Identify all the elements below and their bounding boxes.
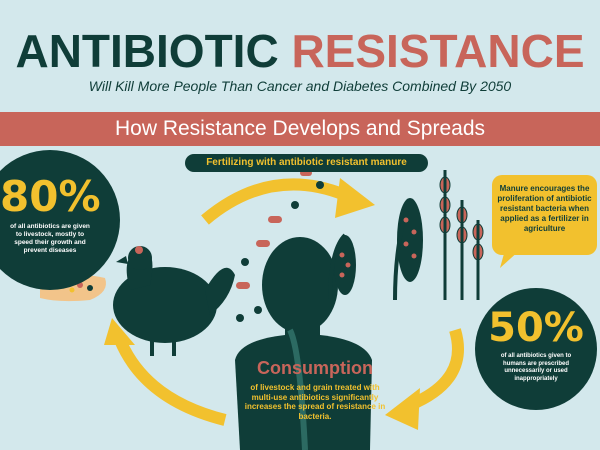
consumption-text: of livestock and grain treated with mult… bbox=[244, 383, 386, 421]
arrow-left bbox=[114, 337, 227, 426]
cycle-arrows bbox=[114, 178, 464, 426]
arrow-head-left bbox=[104, 318, 135, 345]
arrow-top bbox=[201, 178, 348, 225]
page-title: ANTIBIOTIC RESISTANCE bbox=[0, 24, 600, 78]
chicken-icon bbox=[113, 246, 235, 356]
stat-livestock-circle: 80% of all antibiotics are given to live… bbox=[0, 150, 120, 290]
fertilizing-label: Fertilizing with antibiotic resistant ma… bbox=[185, 154, 428, 172]
corn-crops-icon bbox=[328, 170, 484, 301]
title-resistance: RESISTANCE bbox=[291, 25, 585, 77]
arrow-head-top bbox=[335, 178, 375, 218]
stat-humans-text: of all antibiotics given to humans are p… bbox=[500, 353, 572, 382]
arrow-right bbox=[407, 328, 464, 411]
arrow-head-right bbox=[385, 388, 420, 430]
chicken-comb bbox=[135, 246, 143, 254]
stat-livestock-text: of all antibiotics are given to livestoc… bbox=[10, 223, 90, 254]
stat-humans-circle: 50% of all antibiotics given to humans a… bbox=[475, 288, 597, 410]
section-banner: How Resistance Develops and Spreads bbox=[0, 112, 600, 146]
esophagus bbox=[287, 328, 308, 450]
subtitle: Will Kill More People Than Cancer and Di… bbox=[88, 78, 512, 94]
manure-note-bubble: Manure encourages the proliferation of a… bbox=[492, 175, 597, 255]
title-antibiotic: ANTIBIOTIC bbox=[15, 25, 279, 77]
stat-livestock-value: 80% bbox=[0, 172, 101, 221]
consumption-title: Consumption bbox=[257, 358, 373, 378]
stat-humans-value: 50% bbox=[488, 305, 584, 351]
pills bbox=[236, 170, 324, 322]
